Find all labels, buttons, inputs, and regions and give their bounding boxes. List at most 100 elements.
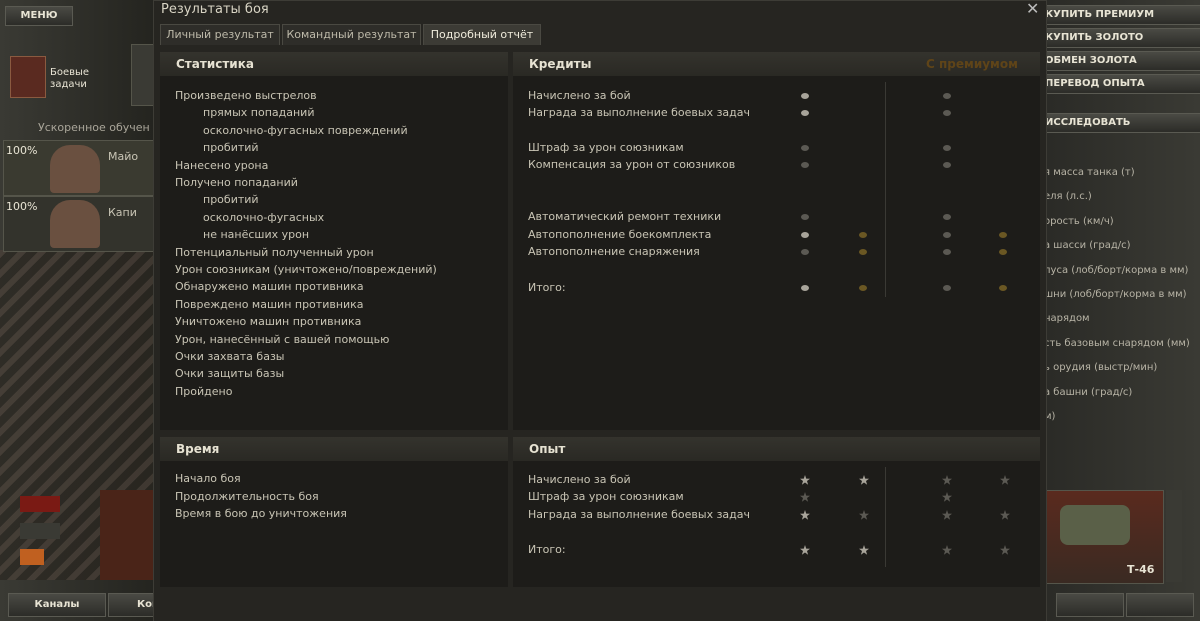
tab[interactable]: Личный результат (160, 24, 280, 45)
credits-label: Итого: (528, 281, 566, 294)
icon-shape (801, 249, 809, 255)
time-panel: Время (160, 437, 508, 587)
time-label: Продолжительность боя (175, 490, 319, 503)
tank-param: я масса танка (т) (1044, 167, 1135, 178)
panel-header: Время (160, 437, 508, 461)
credit-icon (943, 214, 951, 220)
star-icon (859, 545, 869, 555)
star-icon (859, 510, 869, 520)
star-icon (800, 545, 810, 555)
tank-param: а шасси (град/с) (1044, 240, 1131, 252)
credits-label: Компенсация за урон от союзников (528, 158, 736, 171)
star-icon (1000, 475, 1010, 485)
credit-icon (801, 162, 809, 168)
stat-label: пробитий (203, 193, 259, 207)
icon-shape (800, 475, 810, 485)
credits-label: Автоматический ремонт техники (528, 210, 722, 223)
list-button[interactable] (1126, 593, 1194, 617)
stat-label: осколочно-фугасных повреждений (203, 123, 408, 137)
icon-shape (943, 285, 951, 291)
tank-image (1060, 505, 1130, 545)
channels-button[interactable]: Каналы (8, 593, 106, 617)
icon-shape (859, 545, 869, 555)
gold-icon (999, 285, 1007, 291)
stat-label: Уничтожено машин противника (175, 315, 362, 329)
icon-shape (1000, 510, 1010, 520)
icon-shape (943, 162, 951, 168)
dialog-title: Результаты боя (161, 2, 269, 17)
star-icon (859, 475, 869, 485)
quests-line: задачи (50, 79, 87, 90)
premium-header: С премиумом (926, 57, 1018, 71)
nation-filter[interactable] (20, 496, 60, 512)
experience-label: Начислено за бой (528, 473, 631, 486)
panel-header: Кредиты (513, 52, 1040, 76)
type-filter[interactable] (20, 523, 60, 539)
gold-icon (859, 232, 867, 238)
icon-shape (999, 285, 1007, 291)
gold-icon (999, 249, 1007, 255)
tank-param: ь орудия (выстр/мин) (1044, 362, 1158, 374)
tank-param: а башни (град/с) (1044, 386, 1133, 398)
stat-label: прямых попаданий (203, 106, 315, 120)
tab[interactable]: Командный результат (282, 24, 421, 45)
stat-label: Обнаружено машин противника (175, 280, 364, 294)
credit-icon (943, 249, 951, 255)
crew-portrait (50, 200, 100, 248)
icon-shape (1000, 545, 1010, 555)
quests-line: Боевые (50, 67, 90, 78)
icon-shape (801, 162, 809, 168)
crew-percent: 100% (6, 144, 38, 157)
icon-shape (801, 232, 809, 238)
statistics-panel: Статистика (160, 52, 508, 430)
stat-label: Повреждено машин противника (175, 297, 364, 311)
icon-shape (859, 475, 869, 485)
tank-param: орость (км/ч) (1044, 215, 1114, 227)
crew-portrait (50, 145, 100, 193)
shop-button[interactable]: КУПИТЬ ПРЕМИУМ (1030, 5, 1200, 25)
tank-slot[interactable] (100, 490, 155, 580)
icon-shape (859, 232, 867, 238)
star-icon (942, 475, 952, 485)
icon-shape (999, 249, 1007, 255)
shop-button[interactable]: ОБМЕН ЗОЛОТА (1030, 51, 1200, 71)
icon-shape (859, 510, 869, 520)
credit-icon (801, 93, 809, 99)
tank-param: шни (лоб/борт/корма в мм) (1044, 289, 1187, 300)
quests-label[interactable]: Боевые задачи (50, 67, 89, 91)
experience-label: Итого: (528, 543, 566, 556)
shop-button[interactable]: КУПИТЬ ЗОЛОТО (1030, 28, 1200, 48)
icon-shape (942, 492, 952, 502)
icon-shape (801, 110, 809, 116)
stat-label: Потенциальный полученный урон (175, 245, 374, 259)
stat-label: Очки захвата базы (175, 350, 285, 363)
menu-button[interactable]: МЕНЮ (5, 6, 73, 26)
carousel-arrow[interactable] (1166, 490, 1182, 582)
credits-label: Штраф за урон союзникам (528, 141, 684, 154)
star-icon (800, 475, 810, 485)
tank-param: еля (л.с.) (1044, 191, 1092, 203)
star-icon (942, 510, 952, 520)
icon-shape (800, 510, 810, 520)
panel-header: Опыт (513, 437, 1040, 461)
experience-panel: Опыт (513, 437, 1040, 587)
tab[interactable]: Подробный отчёт (423, 24, 541, 45)
shop-button[interactable]: ПЕРЕВОД ОПЫТА (1030, 74, 1200, 94)
close-button[interactable]: ✕ (1026, 0, 1040, 18)
credit-icon (943, 285, 951, 291)
research-button[interactable]: ИССЛЕДОВАТЬ (1030, 113, 1200, 133)
icon-shape (943, 145, 951, 151)
training-label[interactable]: Ускоренное обучен (38, 121, 150, 134)
icon-shape (943, 249, 951, 255)
icon-shape (859, 285, 867, 291)
star-icon (942, 545, 952, 555)
tank-param: пуса (лоб/борт/корма в мм) (1044, 264, 1189, 276)
stat-label: пробитий (203, 141, 259, 155)
time-label: Время в бою до уничтожения (175, 507, 347, 520)
tank-param: м) (1044, 411, 1056, 422)
level-filter[interactable] (20, 549, 44, 565)
chat-button[interactable] (1056, 593, 1124, 617)
panel-header: Статистика (160, 52, 508, 76)
credit-icon (801, 145, 809, 151)
